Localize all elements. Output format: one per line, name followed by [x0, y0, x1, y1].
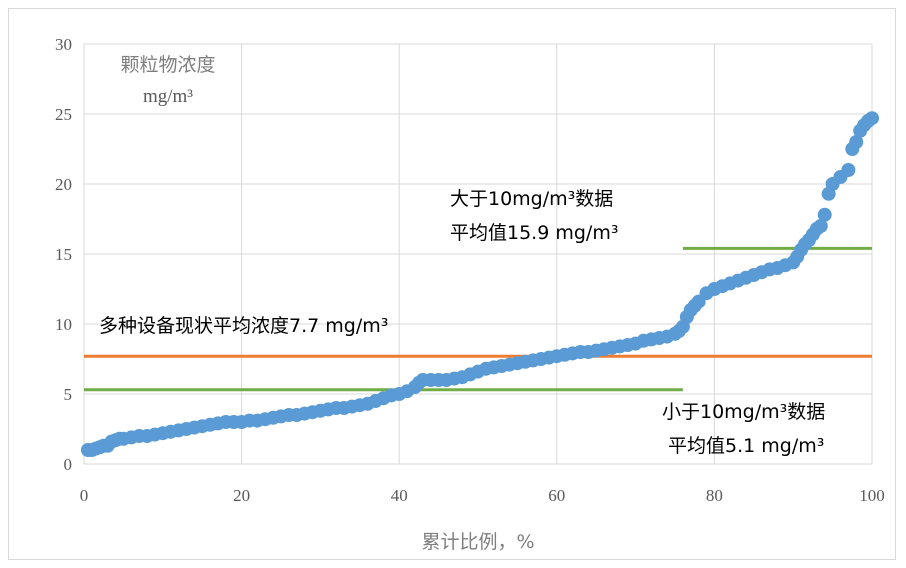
y-axis-label-line2: mg/m³	[143, 86, 193, 107]
y-axis-label-line1: 颗粒物浓度	[120, 54, 215, 76]
data-point	[813, 219, 828, 233]
avg-all-label: 多种设备现状平均浓度7.7 mg/m³	[99, 315, 388, 337]
data-point	[849, 135, 864, 149]
gridlines	[83, 43, 873, 465]
data-point	[841, 163, 856, 177]
avg-high-label-line1: 大于10mg/m³数据	[450, 188, 613, 210]
tick-labels: 0 5 10 15 20 25 30 0 20 40 60 80 100	[55, 35, 885, 505]
y-tick-label: 25	[55, 105, 72, 124]
x-tick-label: 80	[706, 486, 723, 505]
data-points	[80, 111, 879, 457]
y-tick-label: 0	[64, 455, 73, 474]
y-tick-label: 10	[55, 315, 72, 334]
avg-low-label-line1: 小于10mg/m³数据	[662, 401, 825, 423]
x-tick-label: 20	[233, 486, 250, 505]
y-tick-label: 5	[64, 385, 73, 404]
data-point	[817, 207, 832, 222]
data-point	[865, 111, 879, 126]
y-tick-label: 15	[55, 245, 72, 264]
y-tick-label: 30	[55, 35, 72, 54]
avg-high-label-line2: 平均值15.9 mg/m³	[450, 222, 618, 244]
x-tick-label: 40	[391, 486, 408, 505]
x-tick-label: 100	[859, 486, 885, 505]
x-tick-label: 60	[548, 486, 565, 505]
reference-lines	[84, 246, 872, 392]
x-axis-label: 累计比例，%	[421, 531, 534, 553]
y-tick-label: 20	[55, 175, 72, 194]
x-tick-label: 0	[80, 486, 89, 505]
avg-low-label-line2: 平均值5.1 mg/m³	[668, 435, 824, 457]
